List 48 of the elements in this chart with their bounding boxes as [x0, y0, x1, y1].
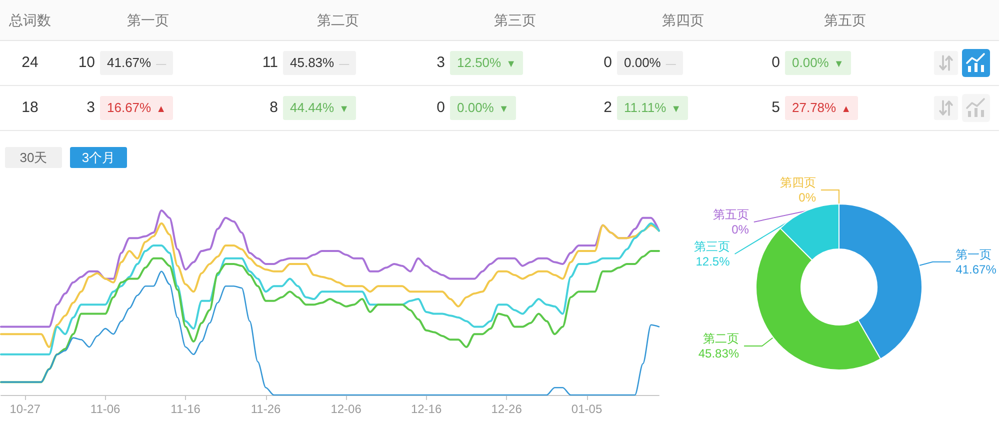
text: 0%	[798, 190, 816, 204]
x-tick-label: 12-16	[410, 402, 442, 416]
category-label: 第二页	[316, 11, 360, 29]
text: 3个月	[70, 147, 127, 168]
data-label: 3	[86, 99, 95, 116]
category-label: 总词数	[8, 11, 52, 29]
x-tick-label: 11-26	[250, 402, 282, 416]
data-label: 24	[20, 53, 40, 73]
x-tick-label: 01-05	[571, 402, 602, 416]
data-label: 10	[78, 54, 95, 71]
data-label: 2	[602, 98, 612, 118]
category-label: 第一页	[126, 11, 170, 29]
data-label: 0.00% —	[617, 51, 683, 75]
x-tick-label: 11-16	[170, 402, 201, 416]
data-label: 0.00% ▼	[785, 51, 851, 75]
data-label: 11.11% ▼	[617, 96, 688, 120]
data-label: 18	[20, 98, 40, 118]
data-label: 16.67% ▲	[100, 96, 173, 120]
data-label: 41.67% —	[100, 51, 174, 75]
data-label: 3	[436, 53, 445, 73]
text: 30天	[5, 147, 62, 168]
slice-label: 第一页	[956, 247, 992, 262]
data-label: 45.83% —	[283, 51, 356, 75]
data-label: 44.44% ▼	[283, 96, 356, 120]
data-label: 12.50% ▼	[450, 51, 523, 75]
slice-label: 第三页	[694, 240, 730, 254]
data-label: 0	[436, 98, 445, 118]
x-tick-label: 10-27	[10, 402, 41, 416]
category-label: 第四页	[661, 11, 705, 29]
data-label: 12.5%	[696, 254, 730, 268]
category-label: 第五页	[823, 11, 867, 29]
data-label: 8	[268, 98, 278, 118]
x-tick-label: 12-26	[491, 402, 522, 416]
x-tick-label: 11-06	[90, 402, 121, 416]
category-label: 第四页	[780, 176, 816, 190]
data-label: 0.00% ▼	[450, 96, 516, 120]
category-label: 第三页	[493, 11, 537, 29]
data-label: 27.78% ▲	[785, 96, 858, 120]
x-tick-label: 12-06	[330, 402, 362, 416]
data-label: 0	[602, 53, 612, 73]
data-label: 45.83%	[698, 346, 740, 361]
slice-label: 第二页	[703, 332, 740, 346]
data-label: 41.67%	[956, 262, 997, 276]
data-label: 0	[770, 53, 780, 73]
text: 0%	[732, 222, 749, 236]
data-label: 5	[770, 98, 780, 118]
data-label: 11	[261, 53, 278, 73]
category-label: 第五页	[712, 208, 749, 222]
